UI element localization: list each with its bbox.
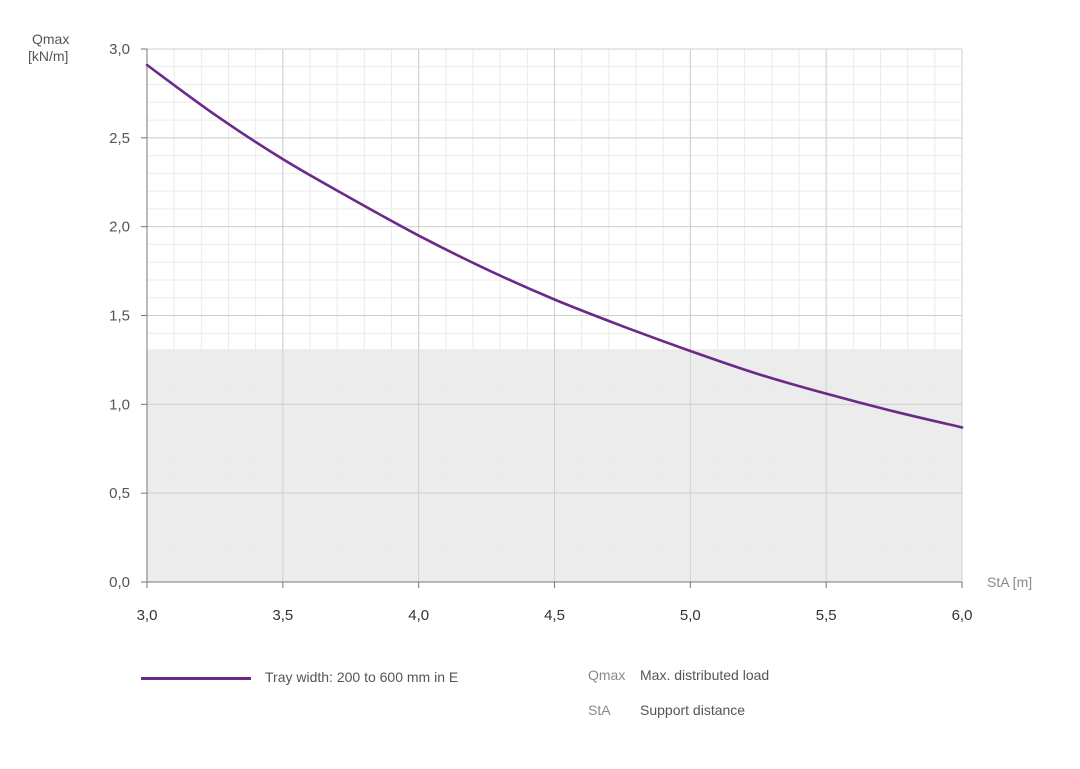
x-tick-label: 4,5 — [544, 607, 565, 624]
y-tick-label: 2,5 — [109, 130, 130, 147]
labels-layer: Qmax [kN/m] StA [m] — [28, 31, 1032, 590]
y-tick-label: 0,5 — [109, 485, 130, 502]
abbreviation-sta: StA Support distance — [588, 702, 745, 718]
y-tick-label: 2,0 — [109, 219, 130, 236]
abbreviation-qmax: Qmax Max. distributed load — [588, 667, 769, 683]
abbreviation-key: Qmax — [588, 667, 626, 683]
x-tick-label: 3,0 — [137, 607, 158, 624]
y-tick-label: 0,0 — [109, 574, 130, 591]
x-tick-label: 5,5 — [816, 607, 837, 624]
y-axis-label-line1: Qmax — [32, 31, 69, 47]
x-tick-label: 5,0 — [680, 607, 701, 624]
x-tick-label: 6,0 — [952, 607, 973, 624]
y-tick-label: 1,5 — [109, 308, 130, 325]
y-axis-label-line2: [kN/m] — [28, 48, 68, 64]
abbreviation-description: Support distance — [640, 702, 746, 718]
x-tick-label: 3,5 — [272, 607, 293, 624]
series-layer — [145, 63, 964, 429]
axes-layer: 0,0 0,5 1,0 1,5 2,0 2,5 3,0 3,0 3,5 4,0 4,5 5,0 5,5 6… — [109, 41, 972, 624]
grid-layer — [146, 48, 963, 583]
x-axis-label: StA [m] — [987, 574, 1032, 590]
abbreviation-key: StA — [588, 702, 611, 718]
legend-series-label: Tray width: 200 to 600 mm in E — [265, 669, 459, 685]
y-tick-label: 3,0 — [109, 41, 130, 58]
legend-series-line — [141, 677, 251, 680]
x-tick-label: 4,0 — [408, 607, 429, 624]
series-line — [145, 63, 964, 429]
abbreviation-description: Max. distributed load — [640, 667, 770, 683]
y-tick-label: 1,0 — [109, 396, 130, 413]
